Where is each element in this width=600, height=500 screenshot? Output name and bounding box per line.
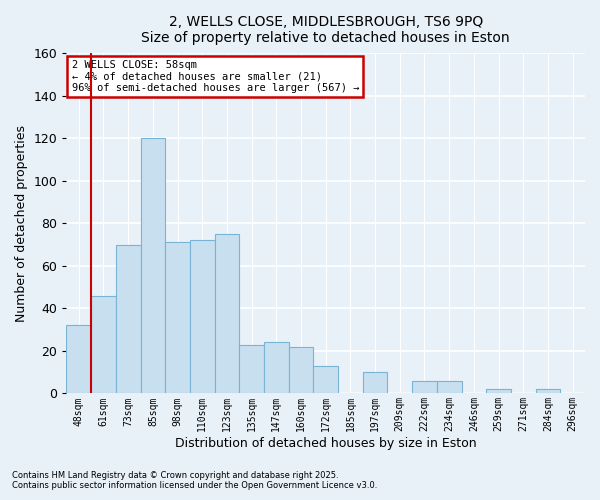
Bar: [140, 138, 165, 394]
Bar: [215, 234, 239, 394]
Bar: [313, 366, 338, 394]
Bar: [536, 389, 560, 394]
Text: 2 WELLS CLOSE: 58sqm
← 4% of detached houses are smaller (21)
96% of semi-detach: 2 WELLS CLOSE: 58sqm ← 4% of detached ho…: [71, 60, 359, 94]
Y-axis label: Number of detached properties: Number of detached properties: [15, 125, 28, 322]
Bar: [165, 242, 190, 394]
Bar: [289, 346, 313, 394]
Bar: [190, 240, 215, 394]
Bar: [363, 372, 388, 394]
Bar: [239, 344, 264, 394]
Bar: [437, 380, 461, 394]
Bar: [264, 342, 289, 394]
Bar: [412, 380, 437, 394]
Text: Contains HM Land Registry data © Crown copyright and database right 2025.
Contai: Contains HM Land Registry data © Crown c…: [12, 470, 377, 490]
Bar: [91, 296, 116, 394]
Bar: [67, 326, 91, 394]
Title: 2, WELLS CLOSE, MIDDLESBROUGH, TS6 9PQ
Size of property relative to detached hou: 2, WELLS CLOSE, MIDDLESBROUGH, TS6 9PQ S…: [142, 15, 510, 45]
Bar: [116, 244, 140, 394]
X-axis label: Distribution of detached houses by size in Eston: Distribution of detached houses by size …: [175, 437, 476, 450]
Bar: [486, 389, 511, 394]
